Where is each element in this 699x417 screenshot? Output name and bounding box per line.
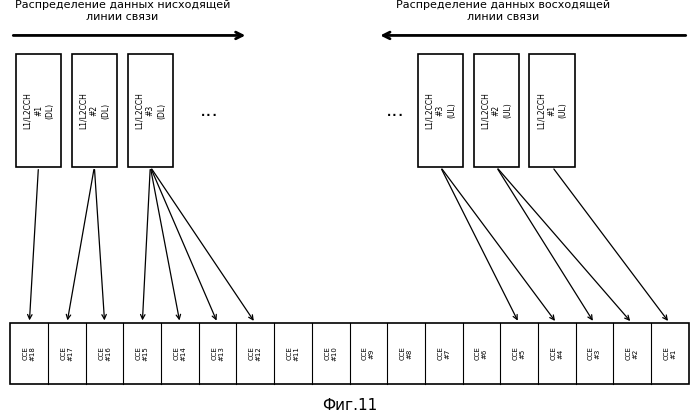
Text: CCE
#14: CCE #14 — [173, 346, 187, 361]
Text: L1/L2CCH
#3
(DL): L1/L2CCH #3 (DL) — [135, 92, 166, 129]
Text: CCE
#3: CCE #3 — [588, 347, 601, 360]
Text: CCE
#6: CCE #6 — [475, 347, 488, 360]
Bar — [474, 54, 519, 167]
Text: CCE
#18: CCE #18 — [23, 346, 36, 361]
Text: L1/L2CCH
#2
(DL): L1/L2CCH #2 (DL) — [79, 92, 110, 129]
Text: ...: ... — [386, 101, 404, 120]
Text: Распределение данных восходящей
линии связи: Распределение данных восходящей линии св… — [396, 0, 610, 22]
Text: CCE
#10: CCE #10 — [324, 346, 337, 361]
Text: CCE
#5: CCE #5 — [512, 347, 526, 360]
Text: CCE
#7: CCE #7 — [437, 347, 450, 360]
Bar — [15, 54, 62, 167]
Text: Распределение данных нисходящей
линии связи: Распределение данных нисходящей линии св… — [15, 0, 230, 22]
Text: CCE
#8: CCE #8 — [400, 347, 412, 360]
Text: CCE
#15: CCE #15 — [136, 346, 149, 361]
Text: L1/L2CCH
#3
(UL): L1/L2CCH #3 (UL) — [425, 92, 456, 129]
Text: CCE
#11: CCE #11 — [287, 346, 299, 361]
Text: CCE
#16: CCE #16 — [98, 346, 111, 361]
Text: CCE
#9: CCE #9 — [362, 347, 375, 360]
Text: Фиг.11: Фиг.11 — [322, 398, 377, 413]
Bar — [530, 54, 575, 167]
Text: CCE
#1: CCE #1 — [663, 347, 676, 360]
Text: L1/L2CCH
#1
(UL): L1/L2CCH #1 (UL) — [537, 92, 568, 129]
Text: CCE
#4: CCE #4 — [550, 347, 563, 360]
Text: CCE
#17: CCE #17 — [61, 346, 73, 361]
Text: CCE
#2: CCE #2 — [626, 347, 638, 360]
Bar — [418, 54, 463, 167]
Bar — [127, 54, 173, 167]
Text: ...: ... — [201, 101, 219, 120]
Bar — [72, 54, 117, 167]
Text: CCE
#12: CCE #12 — [249, 346, 262, 361]
Text: L1/L2CCH
#1
(DL): L1/L2CCH #1 (DL) — [23, 92, 54, 129]
Bar — [10, 323, 689, 384]
Text: L1/L2CCH
#2
(UL): L1/L2CCH #2 (UL) — [481, 92, 512, 129]
Text: CCE
#13: CCE #13 — [211, 346, 224, 361]
